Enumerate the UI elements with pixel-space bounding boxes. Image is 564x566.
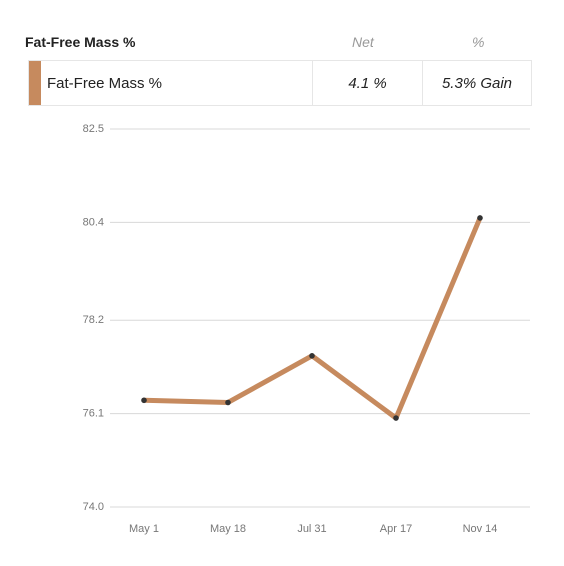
data-point [477,215,483,221]
name-cell: Fat-Free Mass % [29,61,313,105]
y-tick-label: 80.4 [83,216,104,228]
data-point [309,353,315,359]
net-cell: 4.1 % [313,61,423,105]
data-point [141,397,147,404]
x-tick-label: Apr 17 [380,523,412,535]
x-tick-label: Nov 14 [463,523,498,535]
x-tick-label: May 18 [210,523,246,535]
x-tick-label: May 1 [129,523,159,535]
x-tick-label: Jul 31 [297,523,326,535]
header-percent: % [472,34,485,50]
data-point [225,399,231,406]
percent-cell: 5.3% Gain [441,74,513,92]
series-name: Fat-Free Mass % [47,74,163,92]
legend-swatch [29,61,41,105]
series-line [141,215,483,421]
data-point [393,415,399,421]
header-title: Fat-Free Mass % [25,34,136,50]
summary-row: Fat-Free Mass % 4.1 % 5.3% Gain [28,60,532,106]
y-tick-label: 78.2 [83,314,104,326]
y-tick-label: 74.0 [83,501,104,513]
y-tick-label: 82.5 [83,123,104,135]
header-net: Net [352,34,374,50]
y-tick-label: 76.1 [83,408,104,420]
